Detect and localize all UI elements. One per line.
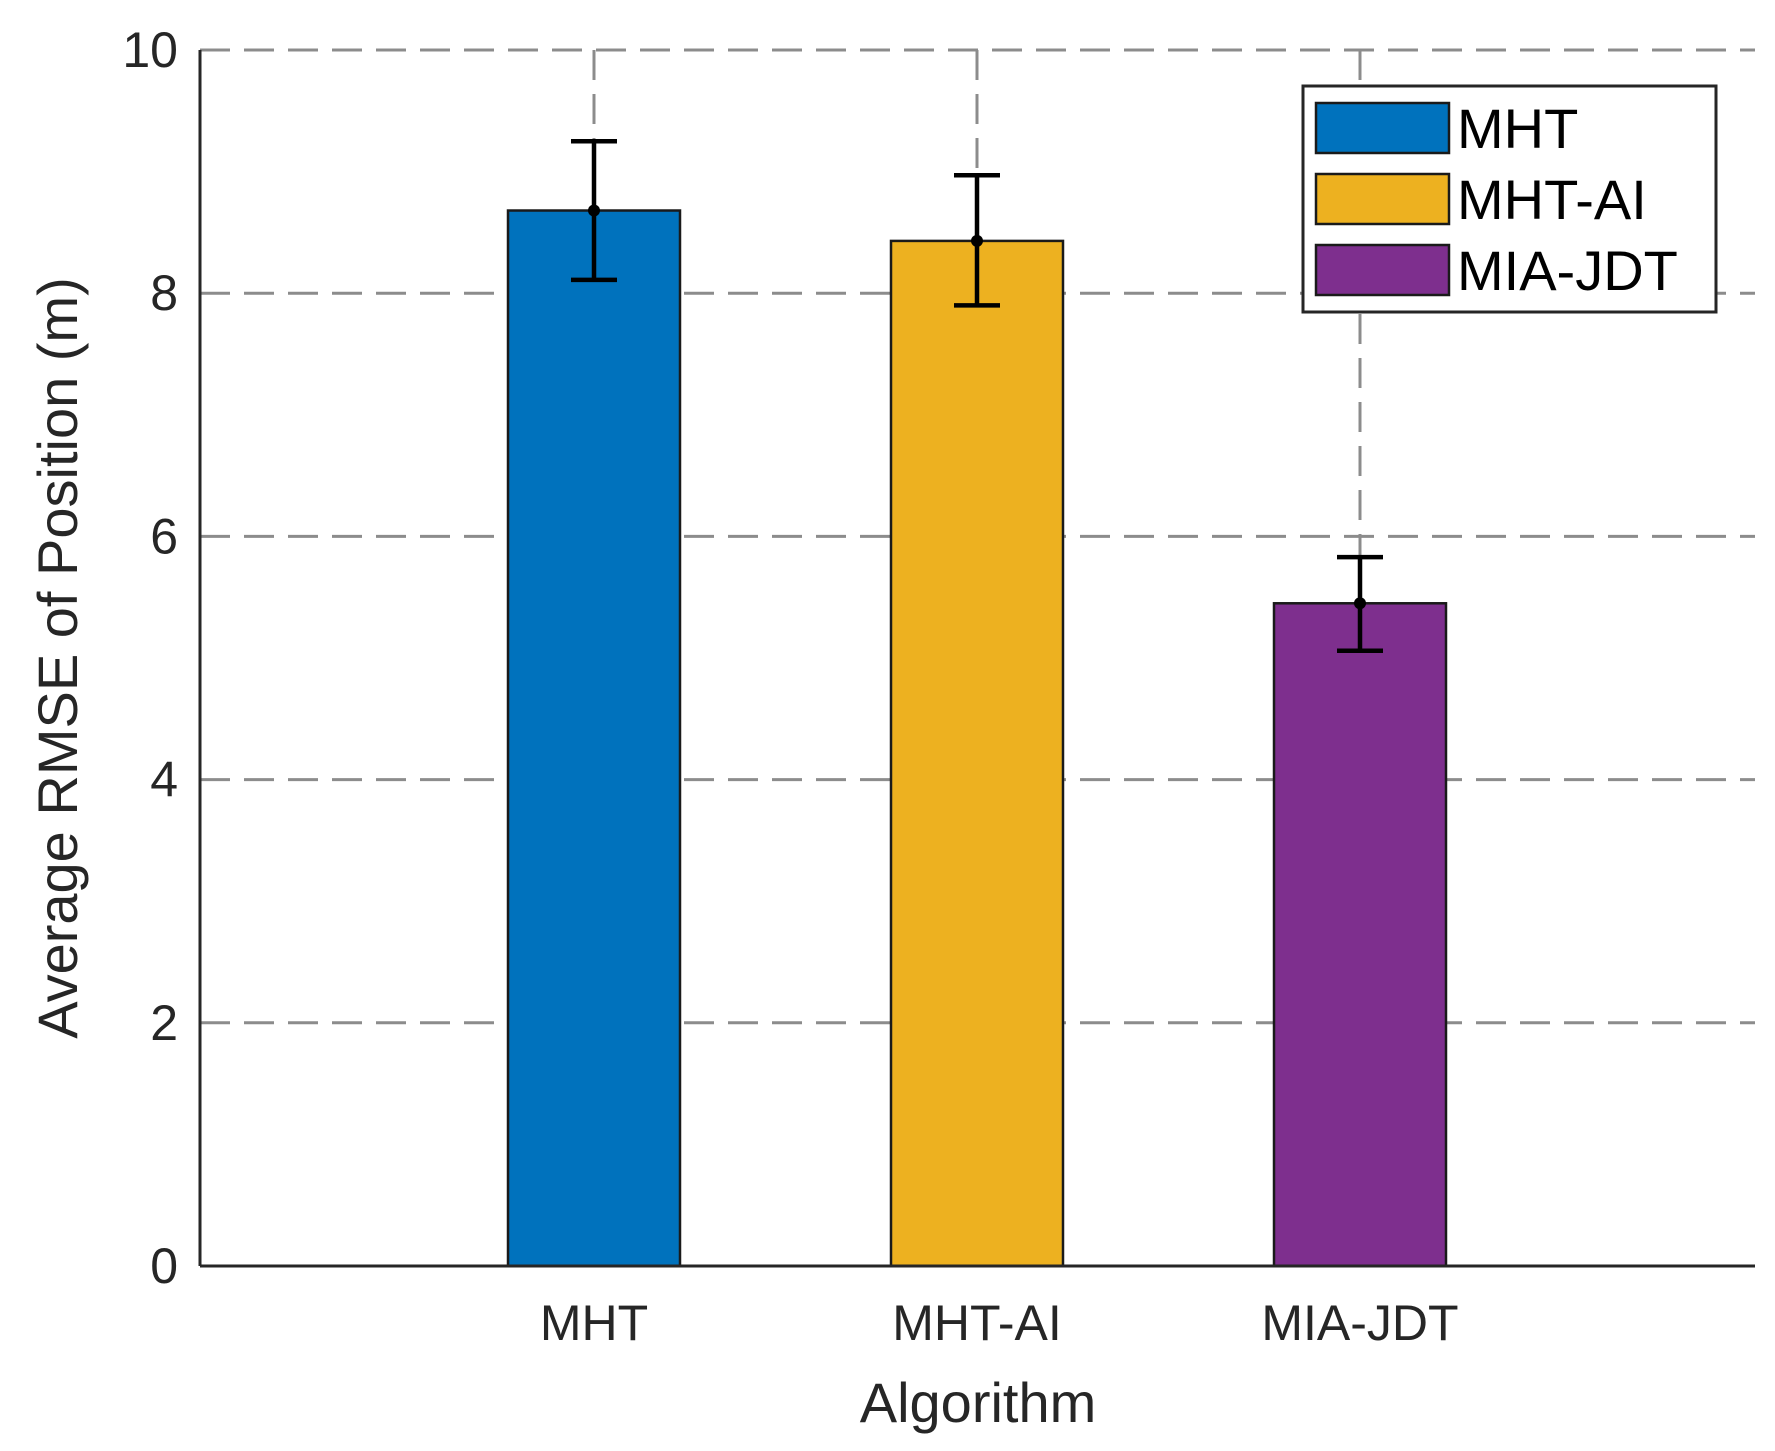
bar-mht bbox=[506, 209, 682, 1268]
legend-swatch-mht bbox=[1314, 101, 1451, 155]
y-tick-label: 6 bbox=[150, 508, 178, 564]
bars bbox=[506, 138, 1448, 1268]
legend-swatch-mia-jdt bbox=[1314, 243, 1451, 297]
x-tick-label: MIA-JDT bbox=[1261, 1295, 1458, 1351]
mean-marker-mht bbox=[588, 204, 600, 217]
y-tick-label: 10 bbox=[122, 22, 178, 78]
y-tick-label: 8 bbox=[150, 265, 178, 321]
x-tick-label: MHT-AI bbox=[892, 1295, 1061, 1351]
legend: MHT MHT-AI MIA-JDT bbox=[1301, 84, 1718, 314]
y-tick-label: 0 bbox=[150, 1238, 178, 1294]
x-tick-label: MHT bbox=[540, 1295, 648, 1351]
bar-mht-ai bbox=[889, 239, 1065, 1268]
legend-label-mht-ai: MHT-AI bbox=[1457, 168, 1647, 231]
y-tick-labels: 0 2 4 6 8 10 bbox=[122, 22, 178, 1294]
x-tick-labels: MHT MHT-AI MIA-JDT bbox=[540, 1295, 1459, 1351]
bar-mia-jdt bbox=[1272, 602, 1448, 1268]
mean-marker-mht-ai bbox=[971, 234, 983, 247]
mean-marker-mia-jdt bbox=[1354, 597, 1366, 610]
legend-swatch-mht-ai bbox=[1314, 172, 1451, 226]
y-axis-title: Average RMSE of Position (m) bbox=[26, 277, 89, 1038]
legend-label-mht: MHT bbox=[1457, 97, 1578, 160]
axes bbox=[198, 50, 1755, 1268]
y-tick-label: 4 bbox=[150, 752, 178, 808]
legend-label-mia-jdt: MIA-JDT bbox=[1457, 239, 1678, 302]
x-axis-title: Algorithm bbox=[860, 1371, 1097, 1434]
y-tick-label: 2 bbox=[150, 995, 178, 1051]
